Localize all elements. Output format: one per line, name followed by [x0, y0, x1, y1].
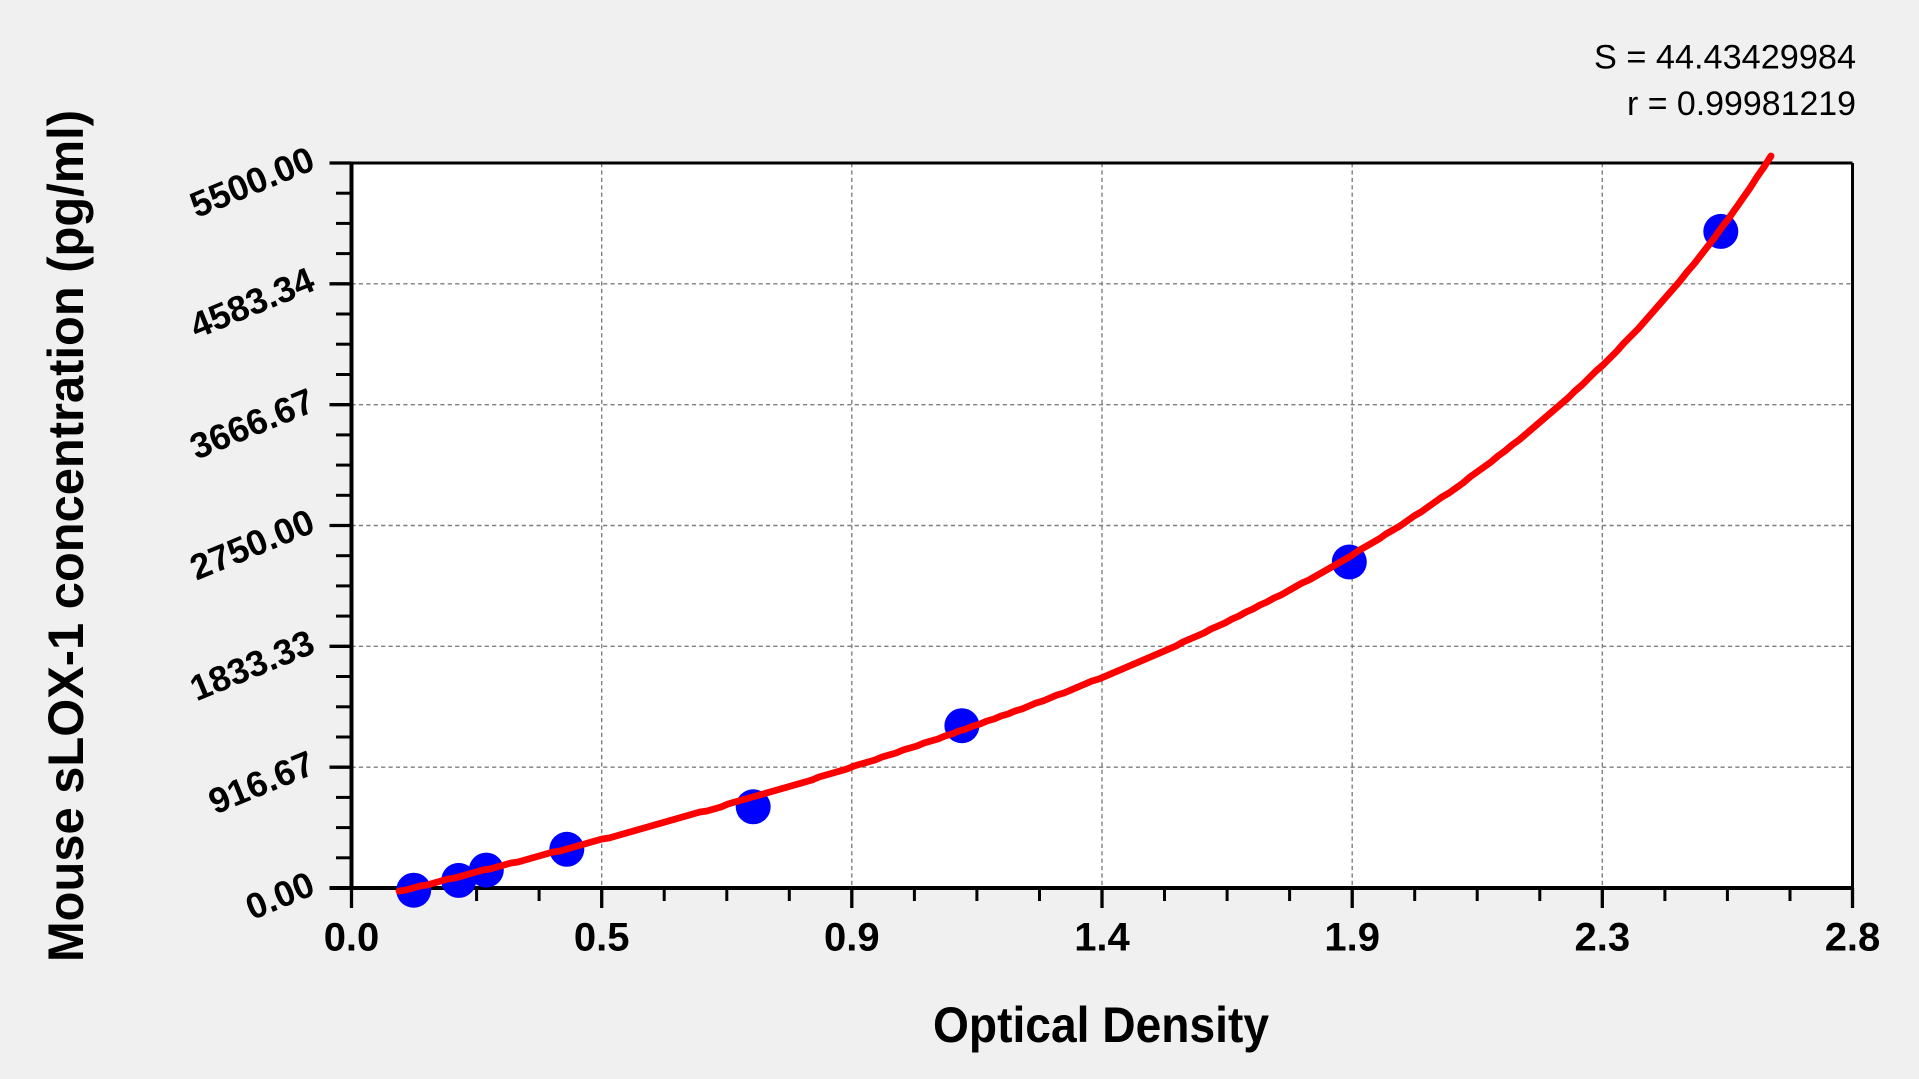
svg-text:0.0: 0.0	[324, 916, 380, 960]
svg-text:0.9: 0.9	[824, 916, 880, 960]
svg-text:S = 44.43429984: S = 44.43429984	[1594, 39, 1856, 77]
svg-text:2.8: 2.8	[1825, 916, 1881, 960]
svg-text:2.3: 2.3	[1574, 916, 1630, 960]
svg-text:0.5: 0.5	[574, 916, 630, 960]
svg-text:1.4: 1.4	[1074, 916, 1130, 960]
svg-text:r = 0.99981219: r = 0.99981219	[1627, 85, 1856, 123]
svg-text:Optical Density: Optical Density	[933, 997, 1269, 1053]
svg-text:1.9: 1.9	[1324, 916, 1380, 960]
svg-text:Mouse sLOX-1 concentration (pg: Mouse sLOX-1 concentration (pg/ml)	[38, 110, 94, 962]
